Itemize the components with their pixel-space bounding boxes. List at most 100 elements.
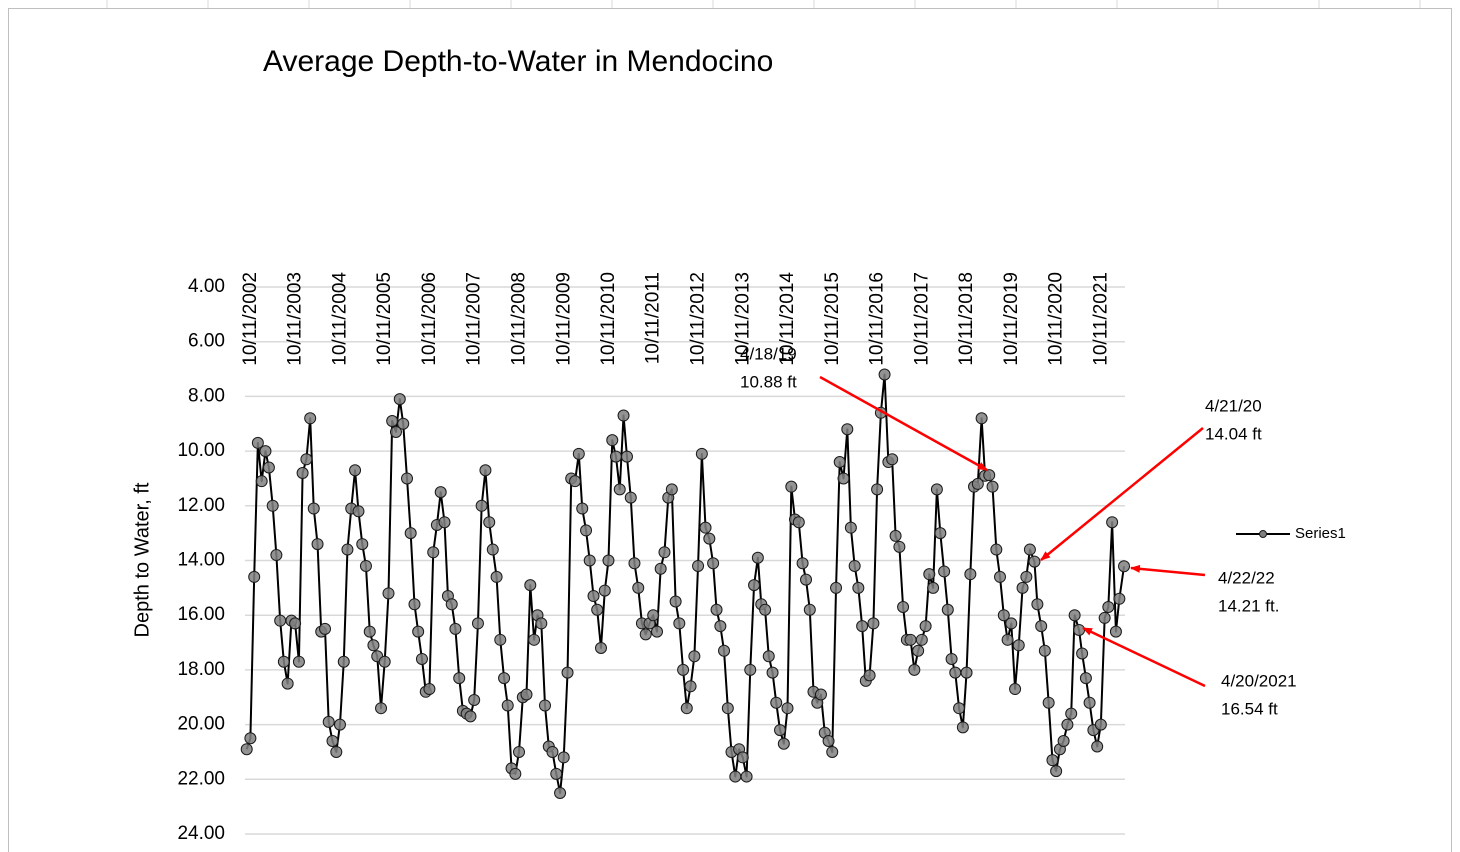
data-point <box>498 672 511 685</box>
data-point <box>412 625 425 638</box>
data-point <box>949 666 962 679</box>
data-point <box>378 655 391 668</box>
data-point <box>833 456 846 469</box>
x-tick-label: 10/11/2006 <box>419 272 440 366</box>
data-point <box>576 502 589 515</box>
x-tick-label: 10/11/2003 <box>285 272 306 366</box>
data-point <box>867 617 880 630</box>
data-point <box>1042 696 1055 709</box>
data-point <box>349 464 362 477</box>
data-point <box>569 475 582 488</box>
data-point <box>415 652 428 665</box>
annotation-date: 4/18/19 <box>740 344 797 363</box>
data-point <box>908 663 921 676</box>
data-point <box>997 609 1010 622</box>
data-point <box>814 688 827 701</box>
data-point <box>580 524 593 537</box>
data-point <box>1098 611 1111 624</box>
data-point <box>990 543 1003 556</box>
data-point <box>594 642 607 655</box>
data-point <box>490 570 503 583</box>
data-point <box>830 581 843 594</box>
data-point <box>856 620 869 633</box>
x-tick-label: 10/11/2020 <box>1046 272 1067 366</box>
data-point <box>389 425 402 438</box>
data-point <box>494 633 507 646</box>
data-point <box>277 655 290 668</box>
x-tick-label: 10/11/2007 <box>464 272 485 366</box>
data-point <box>557 751 570 764</box>
data-point <box>956 721 969 734</box>
y-tick-label: 6.00 <box>188 331 225 352</box>
data-point <box>1073 623 1086 636</box>
data-point <box>386 415 399 428</box>
data-point <box>964 568 977 581</box>
data-point <box>826 745 839 758</box>
data-point <box>1005 617 1018 630</box>
annotation-arrow <box>1082 626 1206 688</box>
data-point <box>300 453 313 466</box>
data-point <box>729 770 742 783</box>
data-point <box>930 483 943 496</box>
data-point <box>740 770 753 783</box>
data-point <box>744 663 757 676</box>
data-point <box>971 477 984 490</box>
sheet-cells <box>106 0 1421 8</box>
data-point <box>509 767 522 780</box>
x-tick-label: 10/11/2019 <box>1001 272 1022 366</box>
y-tick-label: 8.00 <box>188 385 225 406</box>
data-point <box>781 702 794 715</box>
data-point <box>591 603 604 616</box>
data-point <box>322 715 335 728</box>
data-point <box>382 587 395 600</box>
data-point <box>468 693 481 706</box>
data-point <box>609 450 622 463</box>
data-point <box>330 745 343 758</box>
data-point <box>983 469 996 482</box>
data-point <box>274 614 287 627</box>
data-point <box>1012 639 1025 652</box>
data-point <box>307 502 320 515</box>
data-point <box>356 538 369 551</box>
data-point <box>841 423 854 436</box>
data-point <box>1028 555 1041 568</box>
data-point <box>677 663 690 676</box>
data-point <box>945 652 958 665</box>
data-point <box>259 445 272 458</box>
data-point <box>1001 633 1014 646</box>
data-point <box>718 644 731 657</box>
data-point <box>669 595 682 608</box>
x-tick-label: 10/11/2004 <box>329 272 350 366</box>
data-point <box>639 628 652 641</box>
annotation-date: 4/20/2021 <box>1221 671 1297 690</box>
data-point <box>796 557 809 570</box>
data-point <box>1094 718 1107 731</box>
data-point <box>707 557 720 570</box>
x-tick-label: 10/11/2002 <box>240 272 261 366</box>
data-point <box>852 581 865 594</box>
data-point <box>524 579 537 592</box>
x-tick-label: 10/11/2011 <box>643 272 664 364</box>
data-point <box>658 546 671 559</box>
data-point <box>572 447 585 460</box>
legend-marker <box>1259 530 1267 538</box>
data-point <box>501 699 514 712</box>
annotation-value: 10.88 ft <box>740 372 797 391</box>
data-point <box>1091 740 1104 753</box>
data-point <box>699 521 712 534</box>
data-point <box>445 598 458 611</box>
markers <box>240 368 1131 799</box>
x-tick-label: 10/11/2013 <box>732 272 753 366</box>
data-point <box>844 521 857 534</box>
y-tick-label: 20.00 <box>177 714 225 735</box>
data-point <box>244 732 257 745</box>
data-point <box>770 696 783 709</box>
data-point <box>538 699 551 712</box>
annotation-date: 4/22/22 <box>1218 568 1275 587</box>
data-point <box>938 565 951 578</box>
annotation-arrow <box>819 375 988 472</box>
data-point <box>471 617 484 630</box>
data-point <box>397 417 410 430</box>
x-tick-label: 10/11/2008 <box>509 272 530 366</box>
y-tick-label: 12.00 <box>177 495 225 516</box>
